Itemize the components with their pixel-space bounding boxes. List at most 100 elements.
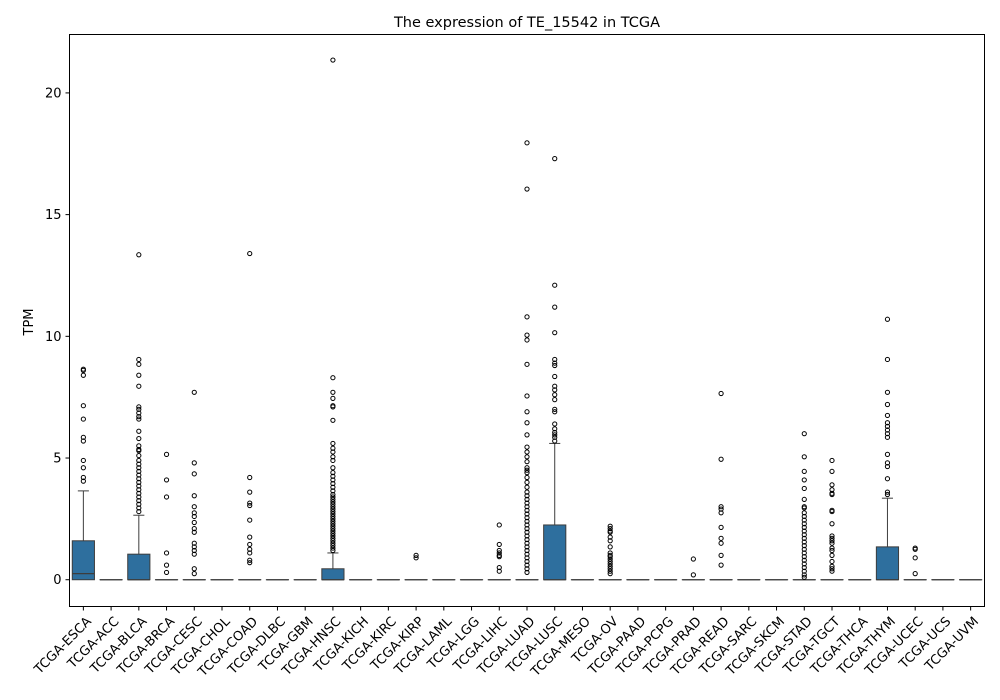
outlier-point [884,463,891,470]
box-tcga-hnsc [321,568,345,581]
y-tick-label: 10 [45,330,62,345]
outlier-point [524,551,530,557]
outlier-point [247,517,253,523]
outlier-point [80,367,86,373]
outlier-point [552,304,558,310]
outlier-point [496,522,502,528]
outlier-point [524,544,530,550]
outlier-point [136,494,142,500]
outlier-point [330,540,336,546]
outlier-point [718,540,724,546]
outlier-point [330,504,336,510]
outlier-point [496,564,502,571]
outlier-point [80,438,86,444]
outlier-point [829,545,835,551]
outlier-point [330,528,336,534]
outlier-point [247,500,253,506]
outlier-point [330,375,336,381]
outlier-point [607,566,613,572]
chart-title: The expression of TE_15542 in TCGA [393,15,660,31]
outlier-point [330,547,336,554]
outlier-point [136,508,142,515]
outlier-point [690,572,696,578]
outlier-point [607,571,613,577]
outlier-point [330,491,336,498]
outlier-point [136,252,142,258]
outlier-point [330,494,336,500]
outlier-point [552,432,558,438]
outlier-point [524,529,530,535]
outlier-point [884,431,891,437]
outlier-point [552,409,558,415]
outlier-point [607,529,613,535]
outlier-point [163,550,170,556]
outlier-point [330,477,336,483]
outlier-point [330,523,336,529]
outlier-point [607,558,613,565]
outlier-point [136,501,142,507]
outlier-point [330,533,336,539]
outlier-point [330,506,336,512]
outlier-point [718,510,724,516]
outlier-point [247,560,253,566]
outlier-point [136,498,142,504]
outlier-point [247,550,253,556]
outlier-point [552,397,558,403]
outlier-point [191,540,197,546]
outlier-point [191,566,197,572]
outlier-point [330,508,336,515]
outlier-point [718,506,724,512]
outlier-point [829,487,835,493]
outlier-point [80,434,86,440]
outlier-point [552,356,558,363]
outlier-point [136,457,142,464]
outlier-point [801,574,807,580]
outlier-point [552,156,558,162]
outlier-point [330,535,336,541]
outlier-point [136,472,142,478]
outlier-point [524,454,530,460]
outlier-point [524,470,530,476]
plot-frame [69,34,985,607]
outlier-point [829,521,835,527]
outlier-point [80,372,86,378]
outlier-point [801,528,807,534]
outlier-point [163,451,170,457]
outlier-point [829,547,835,554]
outlier-point [801,532,807,538]
outlier-point [607,561,613,567]
outlier-point [718,562,724,568]
outlier-point [884,356,891,363]
outlier-point [330,518,336,524]
outlier-point [801,505,807,511]
outlier-point [191,519,197,526]
outlier-point [247,250,253,257]
outlier-point [524,484,530,490]
outlier-point [884,489,891,495]
outlier-point [884,412,891,419]
outlier-point [801,496,807,503]
outlier-point [524,332,530,338]
outlier-point [524,186,530,192]
outlier-point [801,485,807,492]
outlier-point [524,511,530,517]
outlier-point [524,540,530,546]
outlier-point [191,504,197,510]
y-tick-label: 5 [53,452,61,467]
outlier-point [801,561,807,567]
outlier-point [801,431,807,437]
outlier-point [330,484,336,490]
outlier-point [191,551,197,557]
y-tick-label: 15 [45,208,62,223]
outlier-point [801,524,807,530]
outlier-point [718,535,724,541]
outlier-point [829,540,835,546]
outlier-point [552,362,558,369]
outlier-point [524,526,530,532]
outlier-point [80,457,86,464]
outlier-point [330,449,336,455]
outlier-point [524,459,530,465]
outlier-point [136,410,142,416]
outlier-point [829,468,835,475]
outlier-point [330,473,336,479]
